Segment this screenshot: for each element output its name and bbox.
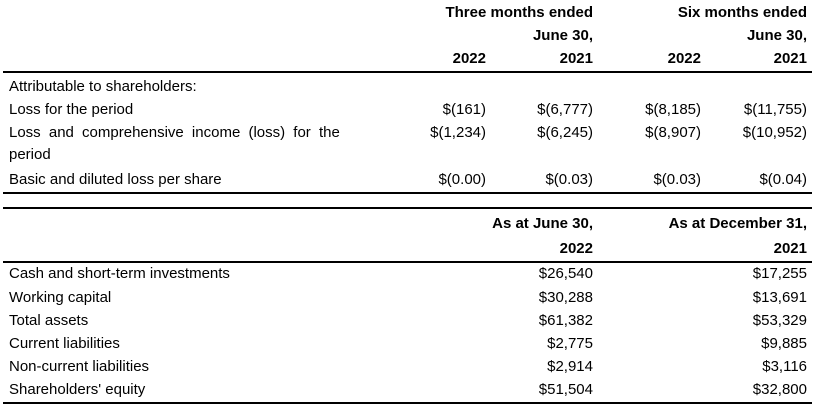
cell-value: $(6,245) <box>537 124 593 141</box>
row-label-line2: period <box>9 146 51 163</box>
cell-value: $30,288 <box>538 289 593 306</box>
top-header-rule <box>3 71 812 73</box>
bottom-table-bottom-rule <box>3 402 812 404</box>
row-label: Current liabilities <box>9 335 120 352</box>
cell-value: $(0.00) <box>438 171 486 188</box>
cell-value: $9,885 <box>761 335 807 352</box>
six-months-header-line1: Six months ended <box>677 4 807 21</box>
cell-value: $2,914 <box>547 358 593 375</box>
row-label: Cash and short-term investments <box>9 265 230 282</box>
year-header-6m-2022: 2022 <box>667 50 701 67</box>
row-label: Total assets <box>9 312 89 329</box>
cell-value: $13,691 <box>752 289 807 306</box>
cell-value: $32,800 <box>752 381 807 398</box>
row-label: Shareholders' equity <box>9 381 146 398</box>
year-header-6m-2021: 2021 <box>773 50 807 67</box>
cell-value: $26,540 <box>538 265 593 282</box>
bottom-header-rule <box>3 261 812 263</box>
row-label: Working capital <box>9 289 112 306</box>
cell-value: $(1,234) <box>430 124 486 141</box>
as-at-june-header-line1: As at June 30, <box>492 215 593 232</box>
cell-value: $(0.03) <box>545 171 593 188</box>
row-label: Non-current liabilities <box>9 358 150 375</box>
section-label: Attributable to shareholders: <box>9 78 197 95</box>
row-label: Basic and diluted loss per share <box>9 171 222 188</box>
row-label-line1: Loss and comprehensive income (loss) for… <box>9 124 340 141</box>
cell-value: $(8,907) <box>645 124 701 141</box>
cell-value: $(10,952) <box>742 124 807 141</box>
cell-value: $(161) <box>442 101 486 118</box>
cell-value: $17,255 <box>752 265 807 282</box>
cell-value: $53,329 <box>752 312 807 329</box>
top-table-bottom-rule <box>3 192 812 194</box>
cell-value: $51,504 <box>538 381 593 398</box>
bottom-table-top-rule <box>3 207 812 209</box>
cell-value: $(0.04) <box>759 171 807 188</box>
cell-value: $(11,755) <box>743 101 807 118</box>
as-at-june-header-line2: 2022 <box>559 240 593 257</box>
cell-value: $(8,185) <box>645 101 701 118</box>
row-label: Loss for the period <box>9 101 134 118</box>
as-at-december-header-line1: As at December 31, <box>668 215 807 232</box>
three-months-header-line2: June 30, <box>532 27 593 44</box>
cell-value: $61,382 <box>538 312 593 329</box>
cell-value: $(6,777) <box>537 101 593 118</box>
cell-value: $2,775 <box>547 335 593 352</box>
year-header-3m-2022: 2022 <box>452 50 486 67</box>
as-at-december-header-line2: 2021 <box>773 240 807 257</box>
six-months-header-line2: June 30, <box>746 27 807 44</box>
year-header-3m-2021: 2021 <box>559 50 593 67</box>
three-months-header-line1: Three months ended <box>445 4 593 21</box>
row-label: Loss and comprehensive income (loss) for… <box>9 123 379 143</box>
cell-value: $3,116 <box>762 358 807 375</box>
cell-value: $(0.03) <box>653 171 701 188</box>
